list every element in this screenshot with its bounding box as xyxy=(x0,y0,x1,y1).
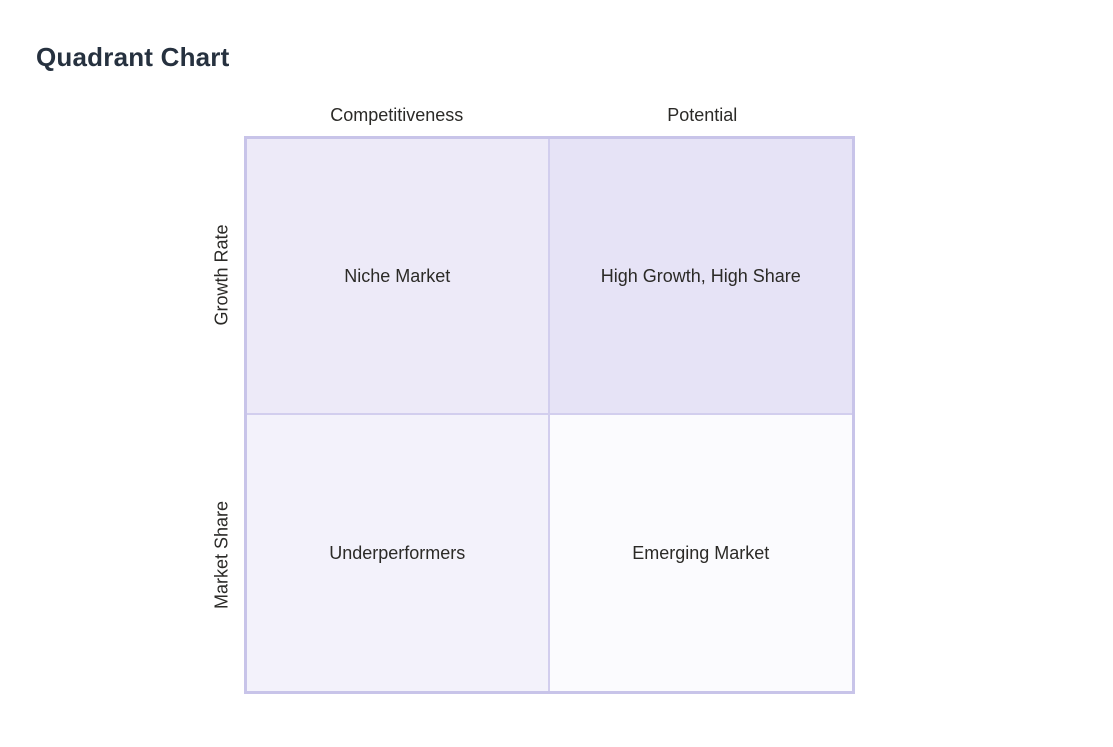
y-axis-label-bottom: Market Share xyxy=(211,500,232,610)
quadrant-top-right: High Growth, High Share xyxy=(549,139,852,415)
quadrant-label: High Growth, High Share xyxy=(600,265,801,286)
y-axis-label-top: Growth Rate xyxy=(211,224,232,326)
page-title: Quadrant Chart xyxy=(36,42,230,72)
quadrant-label: Emerging Market xyxy=(632,542,770,563)
quadrant-label: Niche Market xyxy=(344,265,451,286)
x-axis-label-right: Potential xyxy=(667,104,738,125)
quadrant-bottom-right: Emerging Market xyxy=(549,415,852,691)
quadrant-bottom-left: Underperformers xyxy=(247,415,550,691)
quadrant-top-left: Niche Market xyxy=(247,139,550,415)
x-axis: Competitiveness Potential xyxy=(244,100,855,130)
x-axis-label-left: Competitiveness xyxy=(330,104,464,125)
quadrant-label: Underperformers xyxy=(329,542,466,563)
quadrant-chart: Niche Market High Growth, High Share Und… xyxy=(244,136,855,694)
